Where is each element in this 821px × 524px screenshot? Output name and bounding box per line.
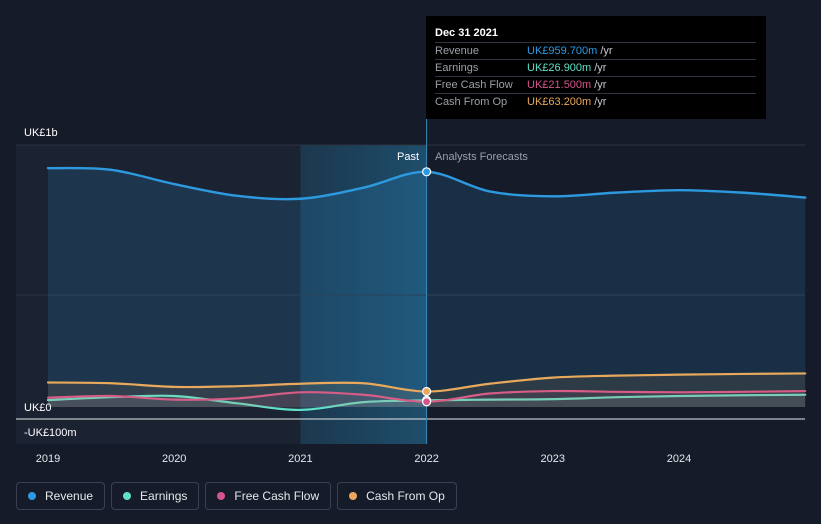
free-cash-flow-marker — [422, 397, 432, 407]
y-label-bottom: -UK£100m — [24, 427, 77, 439]
tooltip-name: Free Cash Flow — [435, 79, 513, 91]
past-label: Past — [397, 151, 419, 163]
x-tick-label: 2021 — [288, 453, 312, 465]
tooltip-value: UK£63.200m — [527, 96, 592, 108]
tooltip-row-free-cash-flow: Free Cash Flow UK£21.500m /yr — [435, 77, 756, 94]
legend-item-free-cash-flow[interactable]: Free Cash Flow — [205, 482, 332, 510]
revenue-area — [48, 168, 806, 407]
tooltip: Dec 31 2021 Revenue UK£959.700m /yr Earn… — [426, 16, 766, 119]
tooltip-unit: /yr — [600, 45, 613, 57]
tooltip-value: UK£26.900m — [527, 62, 592, 74]
x-tick-label: 2024 — [667, 453, 691, 465]
y-label-top: UK£1b — [24, 127, 58, 139]
tooltip-date: Dec 31 2021 — [435, 25, 756, 43]
earnings-dot-icon — [123, 492, 132, 500]
legend-item-earnings[interactable]: Earnings — [111, 482, 200, 510]
tooltip-unit: /yr — [594, 96, 607, 108]
x-tick-label: 2022 — [414, 453, 438, 465]
cash-from-op-marker — [422, 386, 432, 397]
x-tick-label: 2020 — [162, 453, 186, 465]
revenue-dot-icon — [28, 492, 36, 500]
legend-label: Cash From Op — [366, 489, 445, 503]
legend-item-cash-from-op[interactable]: Cash From Op — [337, 482, 457, 510]
tooltip-value: UK£959.700m — [527, 45, 598, 57]
forecast-label: Analysts Forecasts — [435, 151, 528, 163]
free-cash-flow-area — [48, 391, 806, 407]
legend-item-revenue[interactable]: Revenue — [16, 482, 106, 510]
tooltip-unit: /yr — [594, 79, 607, 91]
tooltip-row-revenue: Revenue UK£959.700m /yr — [435, 43, 756, 60]
cash-from-op-dot-icon — [349, 492, 358, 500]
tooltip-value: UK£21.500m — [527, 79, 592, 91]
tooltip-name: Revenue — [435, 45, 480, 57]
cash-from-op-area — [48, 373, 806, 407]
legend: Revenue Earnings Free Cash Flow Cash Fro… — [16, 482, 457, 510]
revenue-marker — [422, 167, 432, 177]
x-tick-label: 2019 — [36, 453, 60, 465]
y-label-zero: UK£0 — [24, 402, 52, 414]
tooltip-name: Earnings — [435, 62, 479, 74]
tooltip-row-earnings: Earnings UK£26.900m /yr — [435, 60, 756, 77]
tooltip-row-cash-from-op: Cash From Op UK£63.200m /yr — [435, 94, 756, 110]
tooltip-unit: /yr — [594, 62, 607, 74]
tooltip-name: Cash From Op — [435, 96, 508, 108]
legend-label: Revenue — [45, 489, 94, 503]
x-tick-label: 2023 — [541, 453, 565, 465]
legend-label: Free Cash Flow — [234, 489, 320, 503]
legend-label: Earnings — [140, 489, 188, 503]
free-cash-flow-dot-icon — [217, 492, 226, 500]
